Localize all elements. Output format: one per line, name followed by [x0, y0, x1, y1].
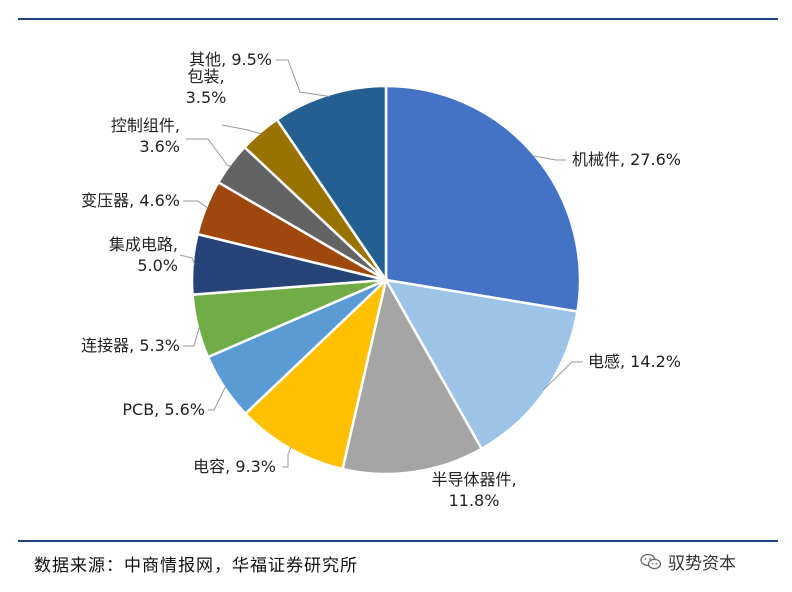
source-note: 数据来源：中商情报网，华福证券研究所: [34, 556, 358, 576]
leader-line-4: [282, 446, 292, 468]
slice-label-1: 机械件, 27.6%: [572, 150, 681, 169]
watermark: 驭势资本: [640, 549, 736, 574]
bottom-rule: [18, 540, 778, 542]
slice-label-4: 电容, 9.3%: [193, 457, 276, 476]
watermark-text: 驭势资本: [668, 554, 736, 574]
pie-slice-11: [275, 84, 388, 285]
leader-line-7: [179, 254, 196, 265]
leader-line-5: [208, 385, 227, 411]
slice-label-8: 变压器, 4.6%: [81, 191, 180, 210]
slice-label-7: 集成电路, 5.0%: [109, 235, 178, 275]
slice-label-10: 包装, 3.5%: [186, 67, 227, 107]
slice-label-9: 控制组件, 3.6%: [111, 116, 180, 156]
leader-line-6: [183, 325, 201, 347]
pie-slice-1: [384, 84, 582, 313]
leader-line-8: [183, 200, 209, 209]
pie-slice-3: [340, 276, 484, 476]
top-rule: [18, 18, 778, 20]
leader-line-1: [532, 155, 566, 161]
leader-line-2: [543, 361, 583, 391]
pie-slice-2: [383, 278, 579, 451]
leader-line-10: [221, 124, 262, 135]
slice-label-3: 半导体器件, 11.8%: [431, 470, 516, 510]
slice-label-5: PCB, 5.6%: [122, 400, 205, 419]
leader-line-9: [186, 138, 233, 167]
slice-label-11: 其他, 9.5%: [189, 50, 272, 69]
pie-chart: 机械件, 27.6% 电感, 14.2% 半导体器件, 11.8% 电容, 9.3% PC…: [81, 50, 681, 510]
slice-label-2: 电感, 14.2%: [588, 352, 681, 371]
leader-line-11: [276, 59, 330, 97]
wechat-icon: [640, 553, 662, 569]
slice-label-6: 连接器, 5.3%: [81, 336, 180, 355]
